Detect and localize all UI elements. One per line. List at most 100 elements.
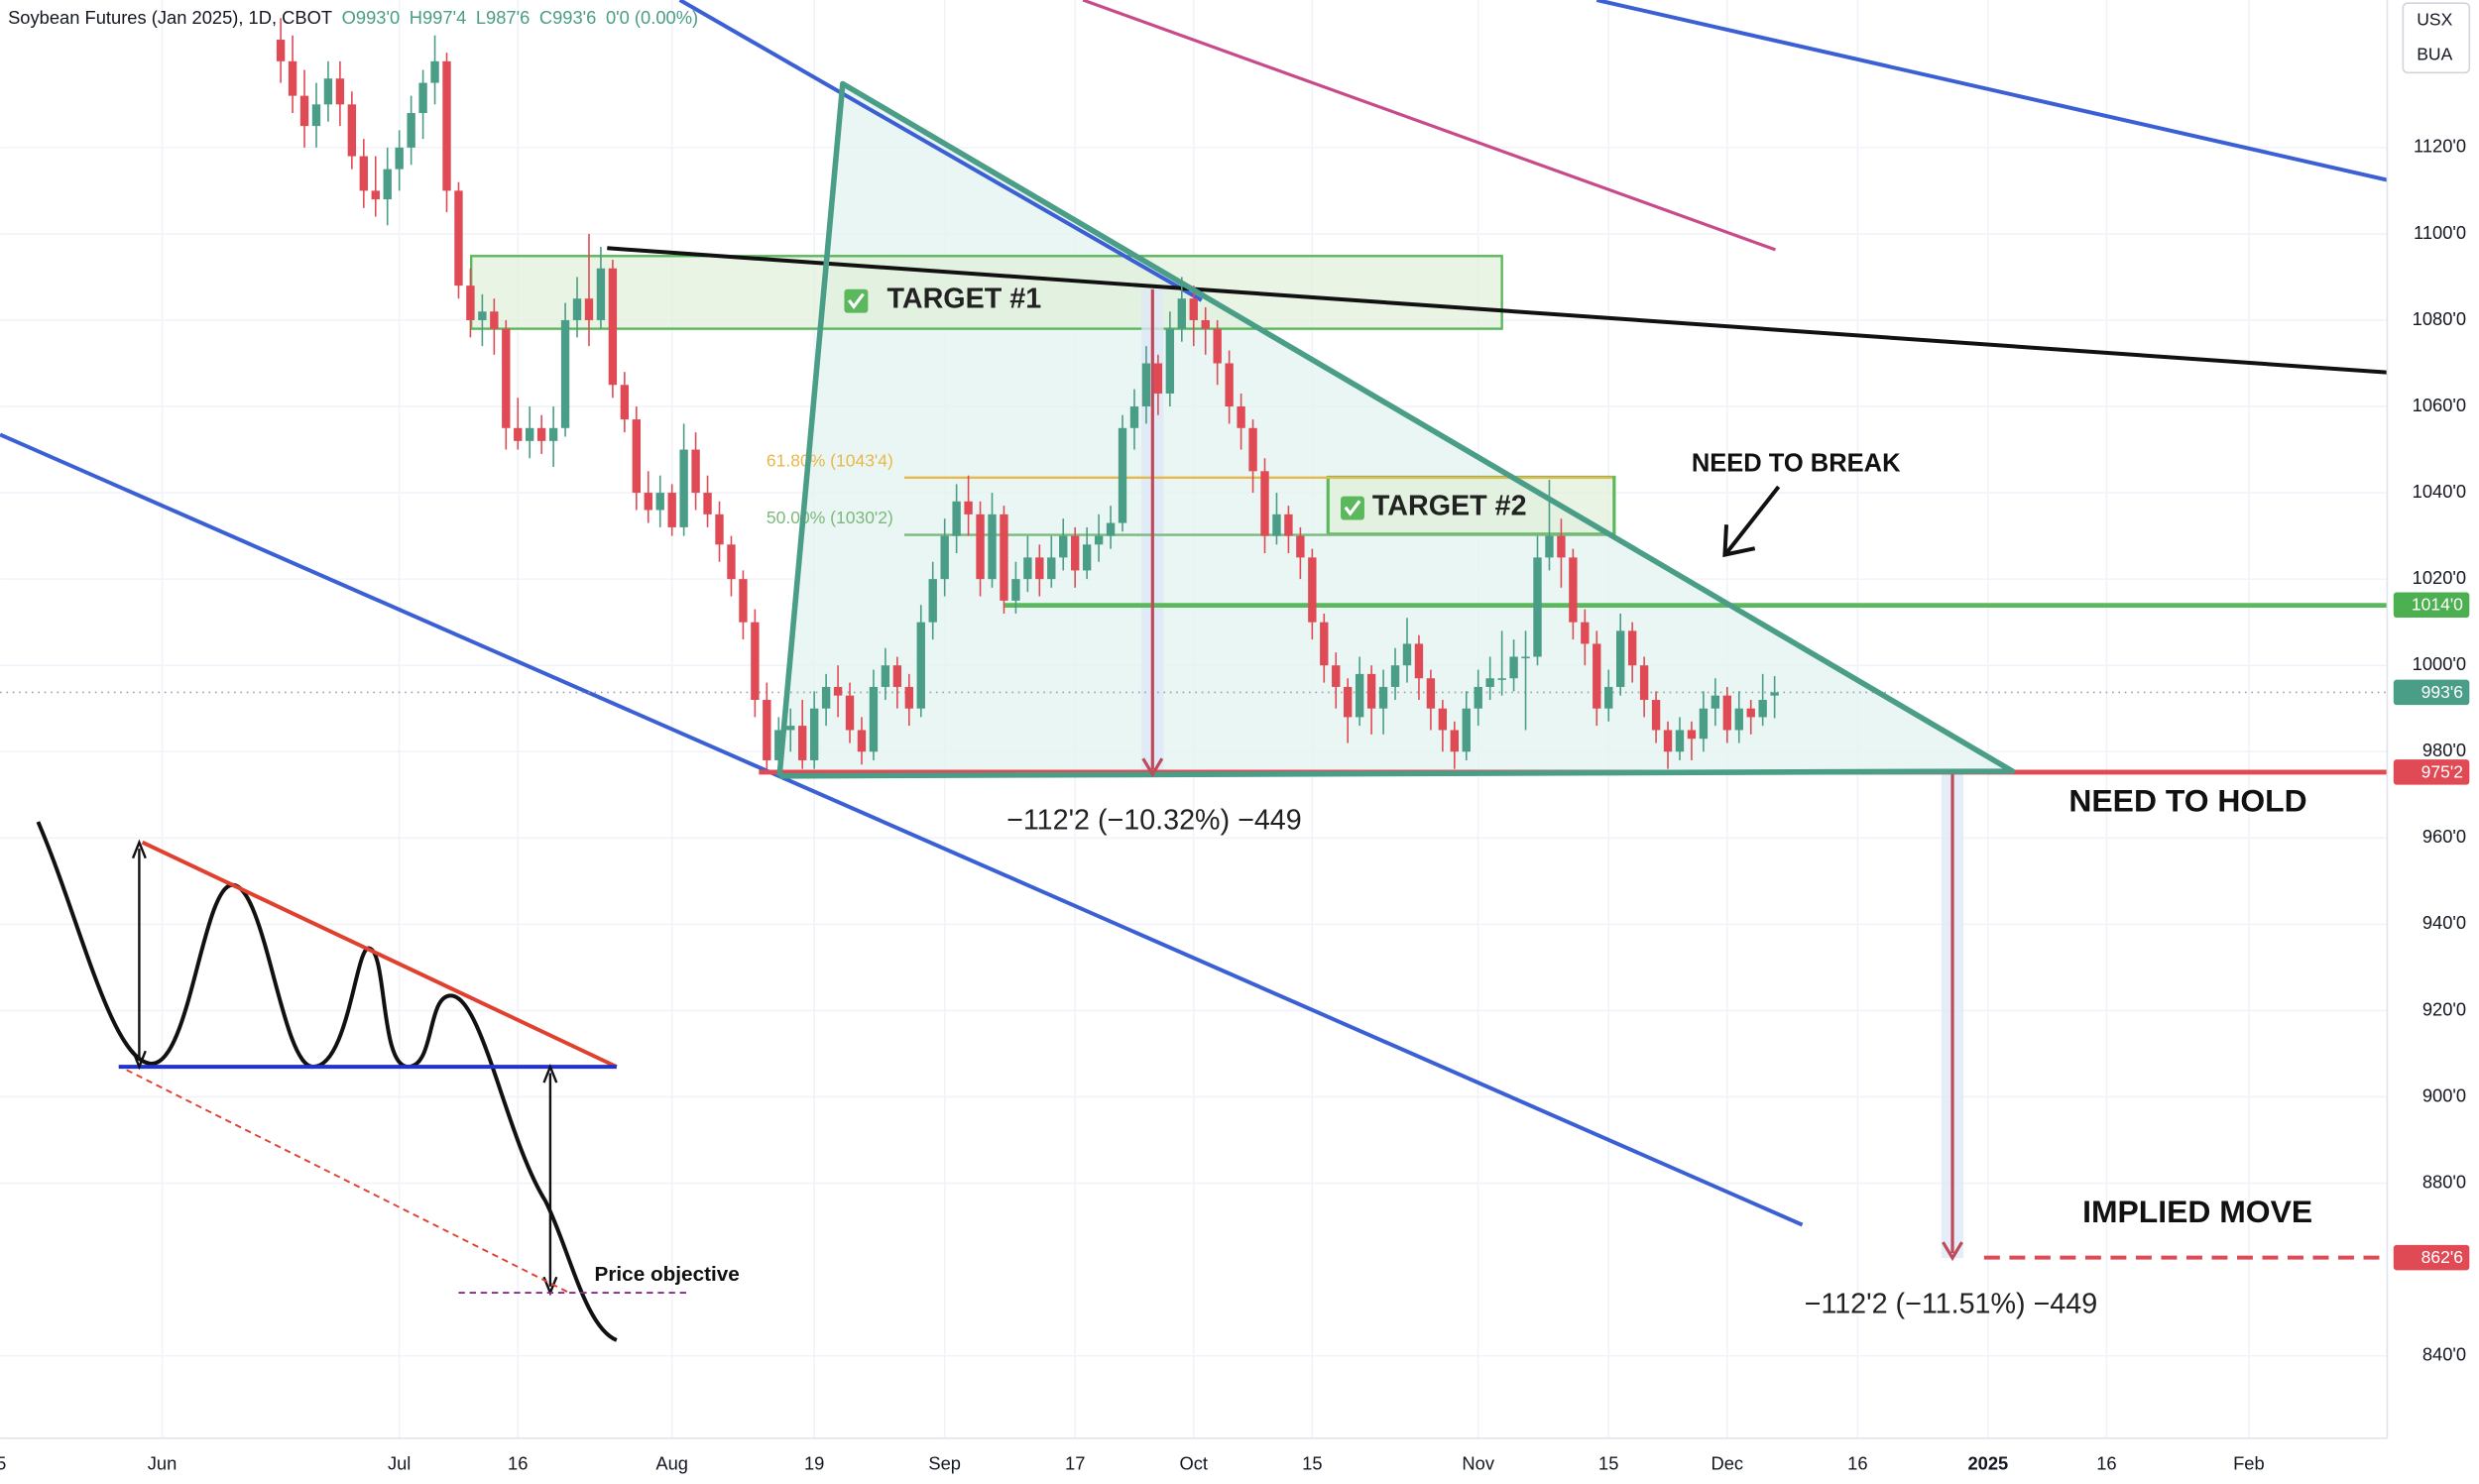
currency-box[interactable] [2402,2,2471,74]
price-tag-label: 975'2 [2421,761,2463,781]
candle-body [596,268,606,320]
candle-body [288,60,297,96]
candle-body [1237,406,1245,428]
candle-body [1213,328,1222,364]
candle-body [1308,557,1317,623]
candle-body [323,78,333,105]
candle-body [1581,622,1590,644]
candle-body [430,60,439,83]
y-tick-label: 960'0 [2422,826,2466,847]
candle-body [1296,535,1305,558]
y-tick-label: 1060'0 [2413,395,2466,415]
candle-body [644,493,652,511]
y-tick-label: 1040'0 [2413,481,2466,502]
check-mark [847,292,865,309]
candle-body [667,493,676,527]
check-mark [1344,500,1361,516]
candle-body [774,730,783,760]
candle-body [478,311,487,320]
x-tick-label: Aug [655,1453,688,1474]
candle-body [1746,708,1755,718]
candle-body [1141,363,1151,407]
target-box [1326,475,1616,536]
candle-body [548,427,558,441]
x-tick-label: Dec [1712,1453,1744,1474]
annotation: NEED TO HOLD [2068,782,2306,818]
candle-body [1177,298,1186,329]
channel-line [0,432,1804,1227]
candle-body [1165,328,1175,394]
candle-body [335,78,345,105]
candle-body [1485,678,1494,687]
price-tag [2393,679,2470,706]
candle-body [976,514,985,580]
candle-body [1000,514,1008,601]
x-tick-label: Feb [2233,1453,2265,1474]
candle-body [1639,665,1649,701]
candle-body [1521,656,1530,659]
candle-body [1272,514,1281,536]
candle-body [1426,678,1436,709]
candle-body [1284,514,1293,536]
candle-body [1153,363,1163,394]
candle-body [1675,730,1685,752]
candle-body [1414,643,1424,679]
candle-body [1129,406,1139,428]
candle-body [1722,695,1731,731]
x-tick-label: 15 [0,1453,6,1474]
candle-body [1604,686,1613,709]
arrow-head [1942,1241,1963,1262]
candle-body [1462,708,1471,752]
candle-body [1734,708,1743,731]
candle-body [502,328,511,428]
candle-body [1509,656,1518,679]
candle-body [466,285,475,320]
x-tick-label: 17 [1065,1453,1085,1474]
candle-body [454,190,463,286]
title: Soybean Futures (Jan 2025), 1D, CBOT [8,7,332,28]
candle-body [655,493,664,511]
candle-body [1118,427,1127,523]
candle-body [1438,708,1448,731]
candle-body [1378,686,1388,709]
candle-body [1071,535,1080,571]
trend-line [607,246,2396,376]
candle-body [809,708,819,760]
candle-body [1011,579,1020,601]
candle-body [1711,695,1720,709]
candle-body [1663,730,1673,752]
candle-body [584,298,594,320]
candle-body [299,95,309,127]
candle-body [383,169,392,200]
candle-body [620,385,630,420]
triangle [776,80,2016,779]
annotation: TARGET #2 [1372,490,1527,521]
candle-body [857,730,867,752]
candle-body [536,427,546,441]
candle-body [1616,630,1625,687]
y-tick-label: 840'0 [2422,1343,2466,1364]
resistance-line [141,840,618,1069]
x-tick-label: 16 [508,1453,528,1474]
candle-body [347,104,357,157]
candle-body [1569,557,1578,623]
x-tick-label: 19 [804,1453,824,1474]
x-tick-label: Sep [928,1453,961,1474]
price-path [36,821,618,1342]
annotation: IMPLIED MOVE [2082,1194,2312,1229]
candle-body [1189,298,1198,320]
candle-body [952,501,961,536]
candle-body [739,579,748,623]
candle-body [821,686,831,709]
x-tick-label: 15 [1598,1453,1618,1474]
candle-body [572,298,582,320]
candle-body [798,726,807,760]
candle-body [1094,535,1104,545]
candle-body [1320,622,1329,666]
y-tick-label: 920'0 [2422,998,2466,1019]
candle-body [1035,557,1044,580]
annotation: TARGET #1 [886,283,1041,314]
candle-body [1225,363,1234,407]
